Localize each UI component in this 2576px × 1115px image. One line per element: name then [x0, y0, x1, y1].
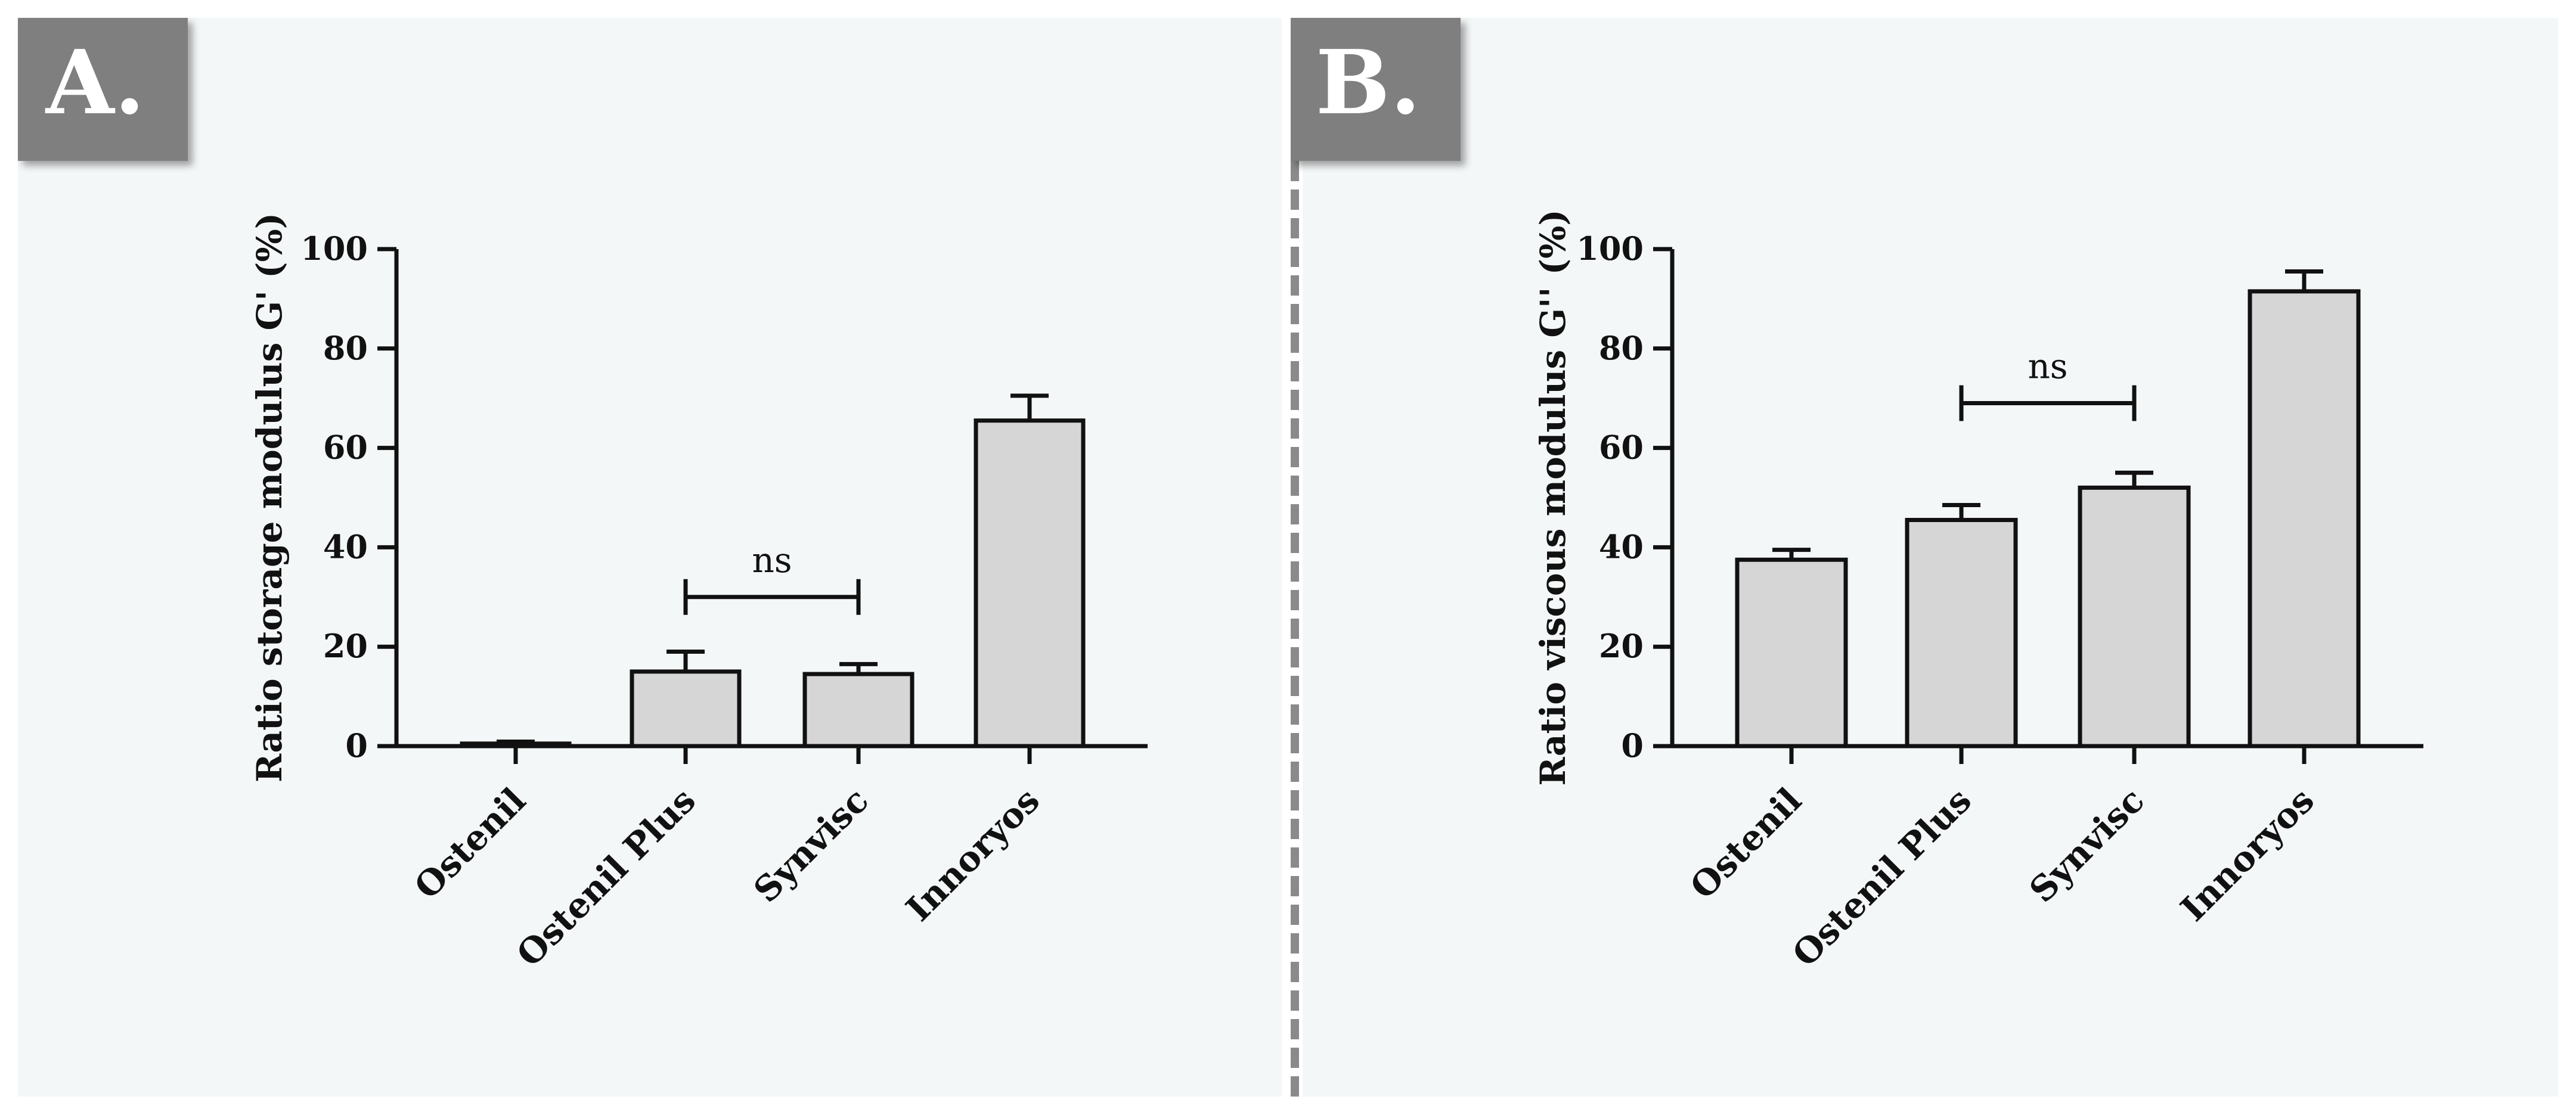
panel-a-label-box: [18, 18, 188, 161]
bar: [974, 418, 1086, 748]
y-tick-label: 100: [300, 229, 368, 268]
y-tick-label: 80: [323, 329, 368, 367]
panel-a-label: A.: [45, 30, 145, 134]
y-tick-label: 60: [323, 428, 368, 467]
bar: [1735, 557, 1848, 748]
bar: [802, 672, 915, 748]
bar: [630, 669, 742, 748]
panel-b-label: B.: [1316, 30, 1421, 134]
y-tick-label: 40: [323, 527, 368, 566]
y-tick-label: 20: [1599, 627, 1644, 665]
significance-label: ns: [752, 540, 792, 580]
y-tick-label: 40: [1599, 527, 1644, 566]
panel-a-label-rect: [18, 18, 188, 161]
bar: [460, 741, 572, 748]
y-tick-label: 0: [1621, 726, 1644, 765]
y-tick-label: 20: [323, 627, 368, 665]
bar: [2078, 485, 2191, 748]
panel-b-label-rect: [1291, 18, 1461, 161]
y-tick-label: 60: [1599, 428, 1644, 467]
panel-b-label-box: [1291, 18, 1461, 161]
y-axis-title: Ratio viscous modulus G'' (%): [1533, 209, 1573, 785]
y-tick-label: 100: [1576, 229, 1644, 268]
y-tick-label: 80: [1599, 329, 1644, 367]
bar: [2248, 289, 2361, 748]
panel-a: A. 0 20 40 60 80 100 Ratio storage modulus G' …: [18, 18, 1282, 1097]
panel-a-background: [18, 18, 1282, 1097]
significance-label: ns: [2028, 346, 2067, 387]
y-tick-label: 0: [345, 726, 368, 765]
bar: [1905, 518, 2018, 748]
y-axis-title: Ratio storage modulus G' (%): [249, 213, 290, 782]
